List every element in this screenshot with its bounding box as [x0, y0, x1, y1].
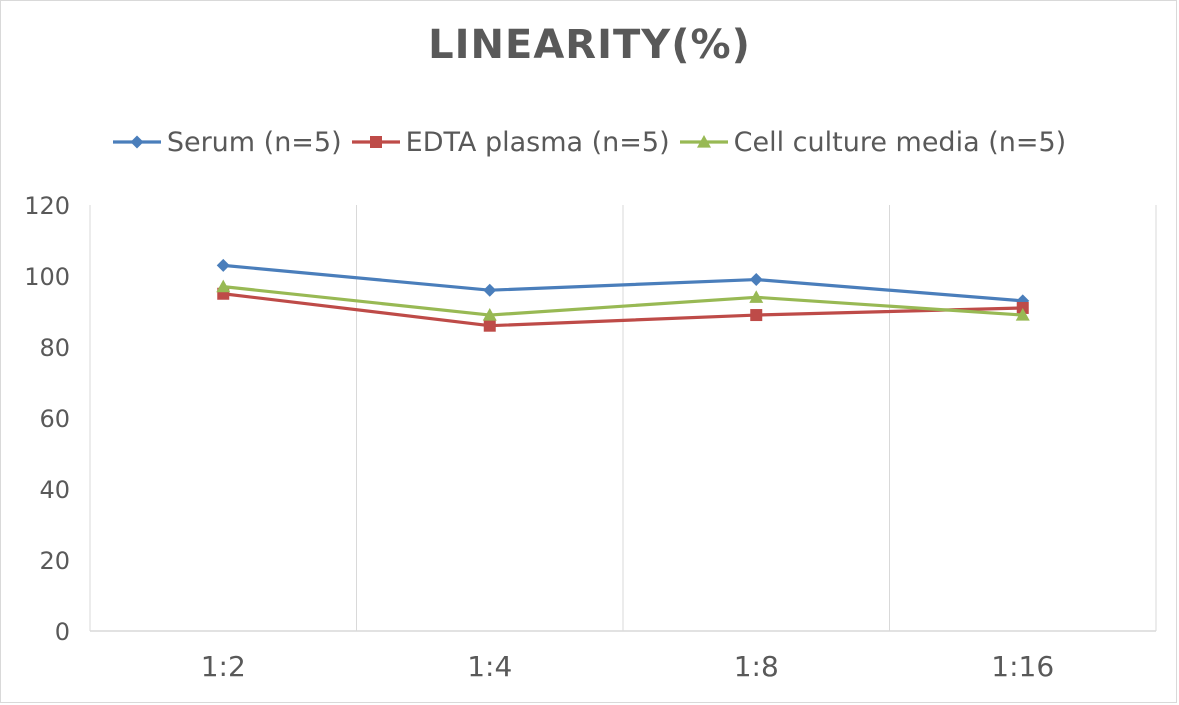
data-point-1: [1016, 301, 1029, 314]
legend-swatch: [679, 135, 728, 148]
x-tick-label: 1:2: [201, 650, 246, 683]
x-tick-label: 1:16: [991, 650, 1054, 683]
y-tick-label: 80: [39, 334, 70, 362]
data-point-2: [749, 290, 764, 303]
data-point-0: [749, 273, 763, 287]
data-point-2: [1015, 308, 1030, 321]
data-point-2: [482, 308, 497, 321]
legend-label: EDTA plasma (n=5): [405, 126, 670, 158]
legend-swatch: [351, 136, 400, 148]
data-point-0: [483, 283, 497, 297]
legend-item: Serum (n=5): [112, 126, 342, 158]
data-point-1: [750, 309, 763, 322]
data-point-2: [216, 279, 231, 293]
x-tick-label: 1:8: [734, 650, 779, 683]
series-line-0: [223, 263, 1023, 303]
chart-legend: Serum (n=5) EDTA plasma (n=5) Cell culture…: [0, 120, 1179, 164]
data-point-0: [216, 258, 230, 272]
x-tick-label: 1:4: [467, 650, 512, 683]
legend-label: Serum (n=5): [166, 126, 342, 158]
series-line-1: [223, 292, 1023, 328]
legend-item: Cell culture media (n=5): [679, 126, 1067, 158]
y-tick-label: 60: [39, 405, 70, 433]
chart-title: LINEARITY(%): [428, 22, 751, 68]
series-line-2: [223, 285, 1023, 317]
y-tick-label: 20: [39, 547, 70, 575]
legend-label: Cell culture media (n=5): [733, 126, 1067, 158]
y-tick-label: 40: [39, 476, 70, 504]
data-point-1: [483, 319, 496, 332]
y-tick-label: 120: [24, 192, 70, 220]
legend-item: EDTA plasma (n=5): [351, 126, 670, 158]
legend-swatch: [112, 135, 161, 149]
y-tick-label: 0: [55, 618, 70, 646]
y-tick-label: 100: [24, 263, 70, 291]
